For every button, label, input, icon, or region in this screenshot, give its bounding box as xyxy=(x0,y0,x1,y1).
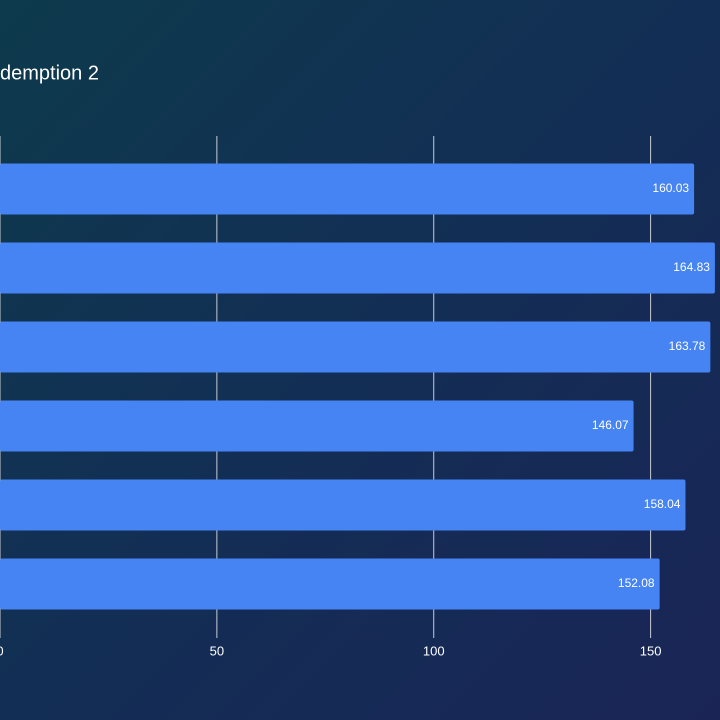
x-tick-label: 50 xyxy=(210,643,224,658)
value-label: 164.83 xyxy=(673,260,710,274)
value-label: 160.03 xyxy=(652,181,689,195)
bar xyxy=(0,558,660,610)
value-label: 152.08 xyxy=(618,576,655,590)
bar xyxy=(0,163,695,215)
bar xyxy=(0,321,711,373)
bar xyxy=(0,400,634,452)
x-tick-label: 150 xyxy=(640,643,662,658)
x-tick-label: 0 xyxy=(0,643,4,658)
bar xyxy=(0,242,715,294)
value-label: 158.04 xyxy=(644,497,681,511)
bars: 160.03 164.83 163.78 146.07 158.04 152.08 xyxy=(0,163,715,610)
value-label: 163.78 xyxy=(669,339,706,353)
bar xyxy=(0,479,686,531)
x-tick-label: 100 xyxy=(423,643,445,658)
value-label: 146.07 xyxy=(592,418,629,432)
chart-title: demption 2 xyxy=(0,62,99,84)
grid: 0 50 100 150 xyxy=(0,136,661,658)
